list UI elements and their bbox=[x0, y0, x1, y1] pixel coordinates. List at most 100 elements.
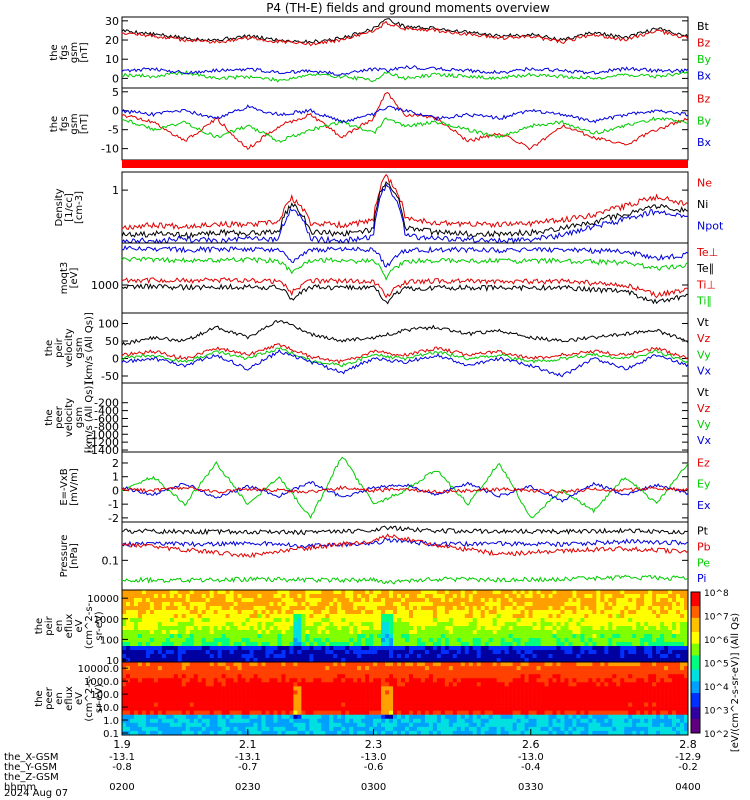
heatmap-cell bbox=[528, 630, 533, 635]
legend-entry-by: By bbox=[697, 114, 712, 127]
heatmap-cell bbox=[424, 730, 430, 736]
heatmap-cell bbox=[325, 682, 330, 687]
heatmap-cell bbox=[197, 606, 203, 611]
heatmap-cell bbox=[405, 726, 410, 732]
heatmap-cell bbox=[568, 730, 573, 736]
heatmap-cell bbox=[456, 702, 462, 707]
heatmap-cell bbox=[285, 694, 290, 699]
heatmap-cell bbox=[648, 646, 653, 651]
heatmap-cell bbox=[464, 606, 470, 611]
heatmap-cell bbox=[349, 638, 354, 643]
heatmap-cell bbox=[153, 718, 159, 724]
heatmap-cell bbox=[349, 710, 354, 716]
heatmap-cell bbox=[532, 634, 537, 639]
heatmap-cell bbox=[652, 598, 657, 603]
heatmap-cell bbox=[309, 726, 314, 732]
heatmap-cell bbox=[173, 614, 179, 619]
heatmap-cell bbox=[405, 682, 410, 687]
heatmap-cell bbox=[381, 590, 386, 595]
heatmap-cell bbox=[365, 610, 370, 615]
heatmap-cell bbox=[337, 626, 342, 631]
heatmap-cell bbox=[229, 626, 234, 631]
heatmap-cell bbox=[397, 686, 402, 691]
heatmap-cell bbox=[484, 602, 490, 607]
heatmap-cell bbox=[492, 594, 497, 599]
heatmap-cell bbox=[337, 682, 342, 687]
heatmap-cell bbox=[345, 730, 350, 736]
heatmap-cell bbox=[265, 626, 270, 631]
heatmap-cell bbox=[496, 606, 501, 611]
heatmap-cell bbox=[145, 706, 151, 711]
legend-entry-bx: Bx bbox=[697, 136, 712, 149]
heatmap-cell bbox=[416, 702, 422, 707]
heatmap-cell bbox=[592, 646, 597, 651]
heatmap-cell bbox=[452, 722, 458, 728]
heatmap-cell bbox=[197, 702, 203, 707]
heatmap-cell bbox=[652, 614, 657, 619]
heatmap-cell bbox=[145, 598, 151, 603]
heatmap-cell bbox=[277, 674, 282, 679]
heatmap-cell bbox=[412, 710, 418, 716]
heatmap-cell bbox=[656, 598, 661, 603]
heatmap-cell bbox=[269, 718, 274, 724]
heatmap-cell bbox=[468, 618, 474, 623]
heatmap-cell bbox=[305, 686, 310, 691]
heatmap-cell bbox=[556, 606, 561, 611]
heatmap-cell bbox=[217, 726, 222, 732]
heatmap-cell bbox=[524, 690, 529, 695]
heatmap-cell bbox=[572, 730, 577, 736]
heatmap-cell bbox=[484, 694, 490, 699]
heatmap-cell bbox=[161, 638, 167, 643]
heatmap-cell bbox=[197, 686, 203, 691]
heatmap-cell bbox=[496, 682, 501, 687]
heatmap-cell bbox=[197, 694, 203, 699]
heatmap-cell bbox=[265, 614, 270, 619]
heatmap-cell bbox=[564, 670, 569, 675]
heatmap-cell bbox=[401, 594, 406, 599]
heatmap-cell bbox=[532, 718, 537, 724]
heatmap-cell bbox=[420, 610, 426, 615]
heatmap-cell bbox=[448, 706, 454, 711]
heatmap-cell bbox=[329, 714, 334, 720]
heatmap-cell bbox=[125, 622, 131, 627]
heatmap-cell bbox=[365, 602, 370, 607]
heatmap-cell bbox=[588, 694, 593, 699]
heatmap-cell bbox=[612, 638, 617, 643]
heatmap-cell bbox=[448, 606, 454, 611]
heatmap-cell bbox=[305, 722, 310, 728]
heatmap-cell bbox=[616, 642, 621, 647]
heatmap-cell bbox=[668, 590, 673, 595]
heatmap-cell bbox=[512, 730, 517, 736]
heatmap-cell bbox=[193, 678, 199, 683]
heatmap-cell bbox=[524, 698, 529, 703]
heatmap-cell bbox=[317, 606, 322, 611]
heatmap-cell bbox=[177, 610, 183, 615]
heatmap-cell bbox=[612, 682, 617, 687]
heatmap-cell bbox=[616, 606, 621, 611]
heatmap-cell bbox=[181, 654, 187, 659]
heatmap-cell bbox=[253, 678, 258, 683]
heatmap-cell bbox=[408, 682, 414, 687]
heatmap-cell bbox=[145, 718, 151, 724]
heatmap-cell bbox=[397, 646, 402, 651]
heatmap-cell bbox=[349, 666, 354, 671]
heatmap-cell bbox=[185, 694, 191, 699]
heatmap-cell bbox=[185, 650, 191, 655]
heatmap-cell bbox=[377, 606, 382, 611]
series-line-ex bbox=[121, 480, 689, 503]
heatmap-cell bbox=[381, 678, 386, 683]
heatmap-cell bbox=[309, 730, 314, 736]
heatmap-cell bbox=[257, 718, 262, 724]
heatmap-cell bbox=[440, 686, 446, 691]
heatmap-cell bbox=[548, 658, 553, 663]
heatmap-cell bbox=[281, 638, 286, 643]
heatmap-cell bbox=[476, 682, 482, 687]
heatmap-cell bbox=[405, 722, 410, 728]
heatmap-cell bbox=[684, 598, 689, 603]
heatmap-cell bbox=[241, 634, 246, 639]
heatmap-cell bbox=[401, 634, 406, 639]
heatmap-cell bbox=[492, 602, 497, 607]
heatmap-cell bbox=[122, 638, 127, 643]
heatmap-cell bbox=[213, 630, 218, 635]
heatmap-cell bbox=[532, 706, 537, 711]
